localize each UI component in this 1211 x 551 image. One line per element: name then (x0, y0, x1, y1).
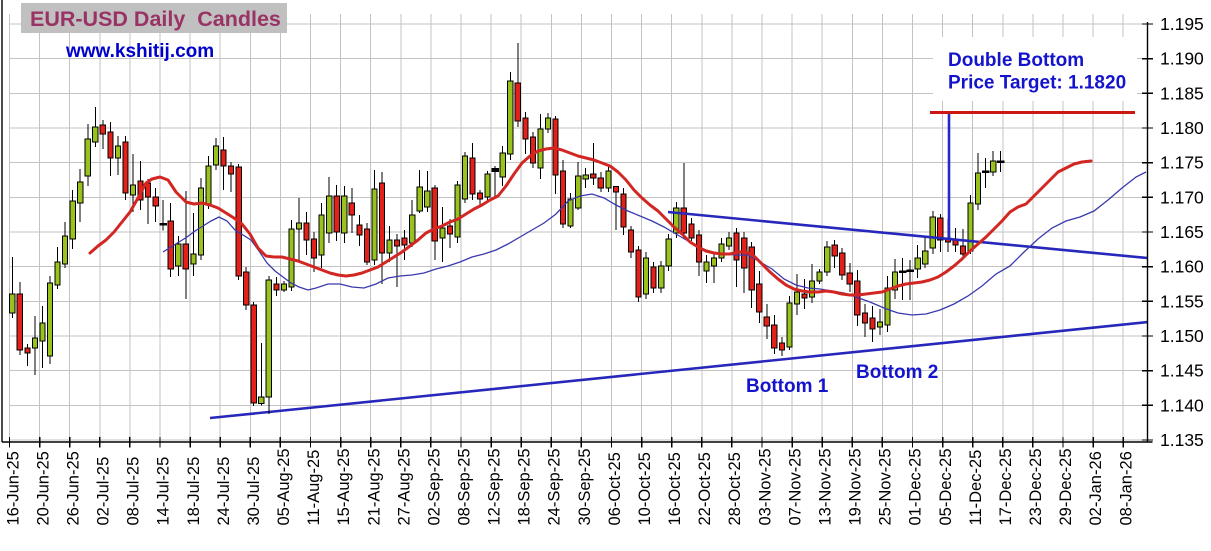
svg-text:12-Sep-25: 12-Sep-25 (486, 448, 504, 525)
svg-text:19-Nov-25: 19-Nov-25 (847, 448, 865, 525)
svg-text:24-Jul-25: 24-Jul-25 (215, 457, 233, 526)
svg-text:1.150: 1.150 (1160, 326, 1204, 346)
svg-text:23-Dec-25: 23-Dec-25 (1027, 448, 1045, 525)
svg-text:Bottom 2: Bottom 2 (856, 362, 938, 383)
svg-text:18-Jul-25: 18-Jul-25 (185, 457, 203, 526)
svg-text:13-Nov-25: 13-Nov-25 (817, 448, 835, 525)
svg-text:25-Nov-25: 25-Nov-25 (877, 448, 895, 525)
svg-text:01-Dec-25: 01-Dec-25 (907, 448, 925, 525)
svg-text:11-Dec-25: 11-Dec-25 (967, 450, 985, 526)
svg-text:1.180: 1.180 (1160, 118, 1204, 138)
svg-text:24-Sep-25: 24-Sep-25 (546, 448, 564, 525)
svg-text:03-Nov-25: 03-Nov-25 (756, 448, 774, 525)
svg-text:1.195: 1.195 (1160, 14, 1204, 34)
svg-text:26-Jun-25: 26-Jun-25 (65, 451, 83, 525)
svg-text:18-Sep-25: 18-Sep-25 (516, 448, 534, 525)
svg-text:www.kshitij.com: www.kshitij.com (65, 41, 214, 62)
svg-text:1.175: 1.175 (1160, 153, 1204, 173)
svg-text:05-Aug-25: 05-Aug-25 (275, 448, 293, 525)
svg-text:27-Aug-25: 27-Aug-25 (395, 448, 413, 525)
svg-text:10-Oct-25: 10-Oct-25 (636, 452, 654, 525)
svg-text:11-Aug-25: 11-Aug-25 (305, 450, 323, 526)
svg-text:02-Jul-25: 02-Jul-25 (95, 457, 113, 526)
svg-text:28-Oct-25: 28-Oct-25 (726, 452, 744, 525)
svg-text:1.190: 1.190 (1160, 49, 1204, 69)
svg-text:1.145: 1.145 (1160, 361, 1204, 381)
svg-text:08-Jan-26: 08-Jan-26 (1117, 451, 1135, 525)
svg-text:14-Jul-25: 14-Jul-25 (155, 457, 173, 526)
svg-text:07-Nov-25: 07-Nov-25 (786, 448, 804, 525)
svg-text:Bottom 1: Bottom 1 (746, 376, 829, 397)
svg-text:22-Oct-25: 22-Oct-25 (696, 452, 714, 525)
svg-text:30-Jul-25: 30-Jul-25 (245, 457, 263, 526)
svg-text:1.155: 1.155 (1160, 291, 1204, 311)
svg-text:EUR-USD Daily Candles: EUR-USD Daily Candles (30, 7, 281, 31)
svg-text:06-Oct-25: 06-Oct-25 (606, 452, 624, 525)
svg-text:1.165: 1.165 (1160, 222, 1204, 242)
svg-text:1.170: 1.170 (1160, 187, 1204, 207)
svg-text:08-Sep-25: 08-Sep-25 (456, 448, 474, 525)
svg-text:15-Aug-25: 15-Aug-25 (335, 448, 353, 525)
svg-text:08-Jul-25: 08-Jul-25 (125, 457, 143, 526)
svg-text:Double Bottom: Double Bottom (948, 50, 1084, 71)
svg-text:1.135: 1.135 (1160, 430, 1204, 450)
svg-text:16-Oct-25: 16-Oct-25 (666, 452, 684, 525)
svg-text:1.185: 1.185 (1160, 83, 1204, 103)
svg-text:17-Dec-25: 17-Dec-25 (997, 448, 1015, 525)
svg-text:02-Sep-25: 02-Sep-25 (425, 448, 443, 525)
svg-text:16-Jun-25: 16-Jun-25 (4, 451, 22, 525)
svg-text:Price Target: 1.1820: Price Target: 1.1820 (948, 73, 1126, 94)
svg-text:1.160: 1.160 (1160, 257, 1204, 277)
svg-text:29-Dec-25: 29-Dec-25 (1057, 448, 1075, 525)
svg-text:05-Dec-25: 05-Dec-25 (937, 448, 955, 525)
svg-text:1.140: 1.140 (1160, 395, 1204, 415)
svg-text:02-Jan-26: 02-Jan-26 (1087, 451, 1105, 525)
svg-text:30-Sep-25: 30-Sep-25 (576, 448, 594, 525)
svg-text:20-Jun-25: 20-Jun-25 (34, 451, 52, 525)
svg-text:21-Aug-25: 21-Aug-25 (365, 448, 383, 525)
